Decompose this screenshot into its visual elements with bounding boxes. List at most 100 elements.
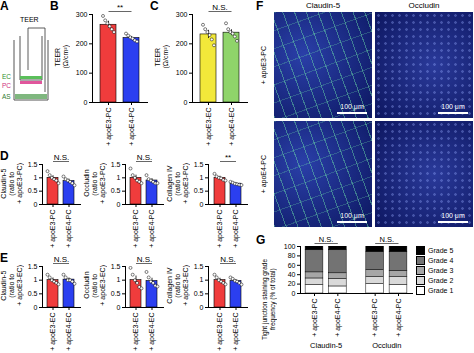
svg-text:+ apoE4-PC: + apoE4-PC [128,108,136,146]
html-text:TEER (Ω/cm²): TEER (Ω/cm²) [154,45,169,69]
svg-text:N.S.: N.S. [212,3,228,12]
svg-text:+ apoE4-PC: + apoE4-PC [65,210,73,248]
svg-text:1.5: 1.5 [194,161,204,168]
svg-text:200: 200 [76,40,88,47]
svg-text:300: 300 [76,11,88,18]
svg-text:0: 0 [34,304,38,311]
html-text:TEER (Ω/cm²): TEER (Ω/cm²) [54,45,69,69]
svg-text:200: 200 [176,40,188,47]
svg-text:100: 100 [76,69,88,76]
svg-text:0.5: 0.5 [194,290,204,297]
html-text:Collagen IV (ratio to + apoE3-: Collagen IV (ratio to + apoE3-PC) [166,162,189,204]
svg-text:Claudin-5: Claudin-5 [310,341,342,350]
html-text:+ apoE4-PC: + apoE4-PC [260,154,267,194]
svg-text:+ apoE3-PC: + apoE3-PC [132,210,140,248]
svg-text:+ apoE3-EC: + apoE3-EC [49,313,57,351]
svg-text:60: 60 [288,262,296,269]
svg-text:+ apoE4-PC: + apoE4-PC [232,210,240,248]
html-text:Occludin (ratio to + apoE3-PC): Occludin (ratio to + apoE3-PC) [83,162,106,204]
svg-text:+ apoE3-PC: + apoE3-PC [105,108,113,146]
svg-text:+ apoE3-PC: + apoE3-PC [371,299,379,337]
svg-text:+ apoE4-PC: + apoE4-PC [148,210,156,248]
html-text:D: D [0,149,9,163]
svg-text:PC: PC [2,82,11,89]
svg-text:+ apoE4-EC: + apoE4-EC [232,313,240,351]
svg-text:300: 300 [176,11,188,18]
svg-text:1.5: 1.5 [194,263,204,270]
svg-text:0.5: 0.5 [111,187,121,194]
html-text:100 μm: 100 μm [340,103,364,110]
svg-text:100: 100 [284,243,296,250]
svg-text:+ apoE4-EC: + apoE4-EC [65,313,73,351]
svg-text:N.S.: N.S. [319,235,334,244]
html-text:Claudin-5 (ratio to + apoE3-EC: Claudin-5 (ratio to + apoE3-EC) [0,265,23,306]
svg-text:20: 20 [288,280,296,287]
svg-text:**: ** [225,153,231,162]
svg-text:N.S.: N.S. [54,153,70,162]
svg-text:TEER: TEER [20,16,39,23]
svg-text:0.5: 0.5 [194,187,204,194]
svg-text:1: 1 [34,276,38,283]
svg-text:+ apoE4-PC: + apoE4-PC [395,299,403,337]
html-text:Claudin-5: Claudin-5 [305,1,341,10]
html-text:Occludin: Occludin [408,1,440,10]
svg-text:1: 1 [200,174,204,181]
svg-text:0: 0 [292,290,296,297]
html-text:100 μm: 100 μm [441,212,465,219]
svg-text:1.5: 1.5 [28,161,38,168]
svg-text:1.5: 1.5 [28,263,38,270]
svg-text:+ apoE4-PC: + apoE4-PC [334,299,342,337]
svg-text:0.5: 0.5 [28,290,38,297]
svg-text:40: 40 [288,271,296,278]
html-text:Collagen IV (ratio to + apoE3-: Collagen IV (ratio to + apoE3-EC) [166,265,189,306]
svg-text:0: 0 [200,304,204,311]
svg-text:Occludin: Occludin [372,341,401,350]
html-text:A: A [0,0,9,13]
svg-text:1: 1 [117,174,121,181]
svg-text:1.5: 1.5 [111,161,121,168]
svg-text:1.5: 1.5 [111,263,121,270]
svg-text:+ apoE3-EC: + apoE3-EC [216,313,224,351]
svg-text:+ apoE3-PC: + apoE3-PC [311,299,319,337]
html-text:Claudin-5 (ratio to + apoE3-PC: Claudin-5 (ratio to + apoE3-PC) [0,162,23,204]
svg-text:**: ** [117,3,123,12]
html-text:100 μm: 100 μm [340,212,364,219]
svg-text:1: 1 [34,174,38,181]
svg-text:1: 1 [117,276,121,283]
svg-text:0: 0 [84,99,88,106]
svg-text:+ apoE3-PC: + apoE3-PC [216,210,224,248]
svg-text:+ apoE4-EC: + apoE4-EC [148,313,156,351]
svg-text:AS: AS [2,93,11,100]
svg-text:0: 0 [184,99,188,106]
svg-text:+ apoE3-PC: + apoE3-PC [49,210,57,248]
svg-text:0: 0 [117,304,121,311]
svg-text:0: 0 [200,201,204,208]
html-text:100 μm: 100 μm [441,103,465,110]
html-text:B: B [50,0,59,13]
svg-text:N.S.: N.S. [380,235,395,244]
svg-text:N.S.: N.S. [137,255,153,264]
html-text:Tight junction staining grade: Tight junction staining grade frequency … [260,259,275,340]
svg-text:+ apoE4-EC: + apoE4-EC [228,108,236,146]
html-text:G: G [256,233,266,247]
svg-text:EC: EC [2,73,11,80]
svg-text:100: 100 [176,69,188,76]
html-text:Occludin (ratio to + apoE3-EC): Occludin (ratio to + apoE3-EC) [83,265,106,306]
svg-text:N.S.: N.S. [54,255,70,264]
svg-text:0.5: 0.5 [28,187,38,194]
html-text:Grade 4: Grade 4 [428,257,454,264]
html-text:+ apoE3-PC: + apoE3-PC [260,45,267,85]
html-text:Grade 5: Grade 5 [428,247,454,254]
svg-text:0: 0 [117,201,121,208]
svg-text:0: 0 [34,201,38,208]
svg-text:N.S.: N.S. [220,255,236,264]
html-text:F: F [256,0,264,13]
html-text:C: C [150,0,159,13]
svg-text:80: 80 [288,252,296,259]
svg-text:+ apoE3-EC: + apoE3-EC [205,108,213,146]
html-text:E: E [0,251,8,265]
svg-text:0.5: 0.5 [111,290,121,297]
svg-text:+ apoE3-EC: + apoE3-EC [132,313,140,351]
svg-text:N.S.: N.S. [137,153,153,162]
svg-text:1: 1 [200,276,204,283]
